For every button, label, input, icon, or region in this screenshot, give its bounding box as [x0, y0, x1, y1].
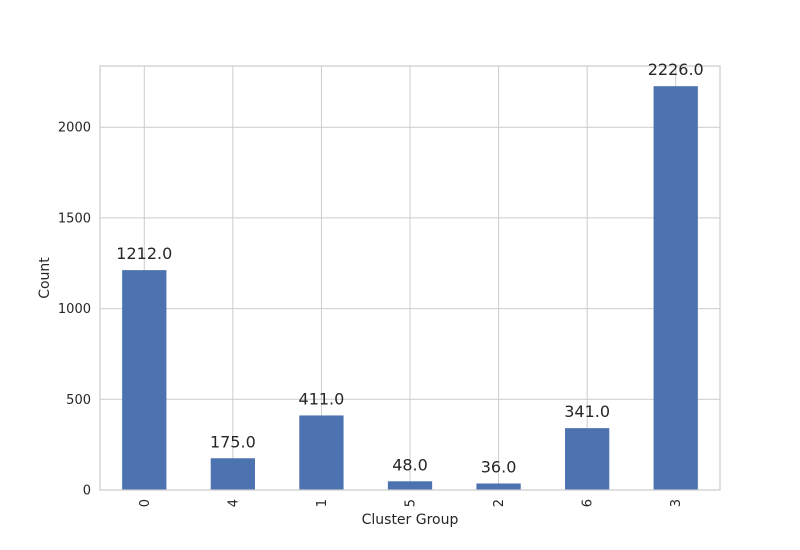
y-axis-title: Count: [37, 257, 53, 299]
bar-value-label: 411.0: [299, 389, 345, 408]
bar-cluster-5: [387, 481, 433, 490]
x-tick-label: 2: [492, 499, 507, 507]
x-axis-title: Cluster Group: [362, 512, 459, 528]
y-tick-label: 500: [66, 393, 91, 408]
x-tick-label: 5: [404, 499, 419, 507]
plot-frame: [99, 65, 721, 491]
y-tick-label: 2000: [58, 121, 91, 136]
bar-value-label: 1212.0: [116, 244, 172, 263]
x-tick-label: 6: [581, 499, 596, 507]
bar-value-label: 175.0: [210, 432, 256, 451]
x-tick-label: 1: [315, 499, 330, 507]
bar-cluster-2: [476, 483, 521, 490]
y-tick-label: 0: [83, 484, 91, 499]
x-tick-label: 3: [669, 499, 684, 507]
bar-cluster-6: [565, 428, 610, 490]
bar-value-label: 2226.0: [648, 60, 704, 79]
y-tick-label: 1500: [58, 211, 91, 226]
x-tick-label: 0: [138, 499, 153, 507]
bar-value-label: 36.0: [481, 457, 517, 476]
bar-cluster-3: [653, 86, 698, 490]
y-tick-label: 1000: [58, 302, 91, 317]
bar-value-label: 48.0: [392, 455, 428, 474]
bar-cluster-0: [122, 270, 167, 490]
x-tick-label: 4: [226, 499, 241, 507]
bar-value-label: 341.0: [564, 402, 610, 421]
bars: [122, 86, 698, 490]
bar-cluster-4: [210, 458, 255, 490]
y-tick-labels: 0 500 1000 1500 2000: [58, 121, 91, 499]
x-tick-labels: 0 4 1 5 2 6 3: [138, 499, 684, 507]
bar-value-labels: 1212.0 175.0 411.0 48.0 36.0 341.0 2226.0: [116, 60, 703, 476]
bar-cluster-1: [299, 415, 344, 490]
grid-lines: [100, 66, 720, 491]
